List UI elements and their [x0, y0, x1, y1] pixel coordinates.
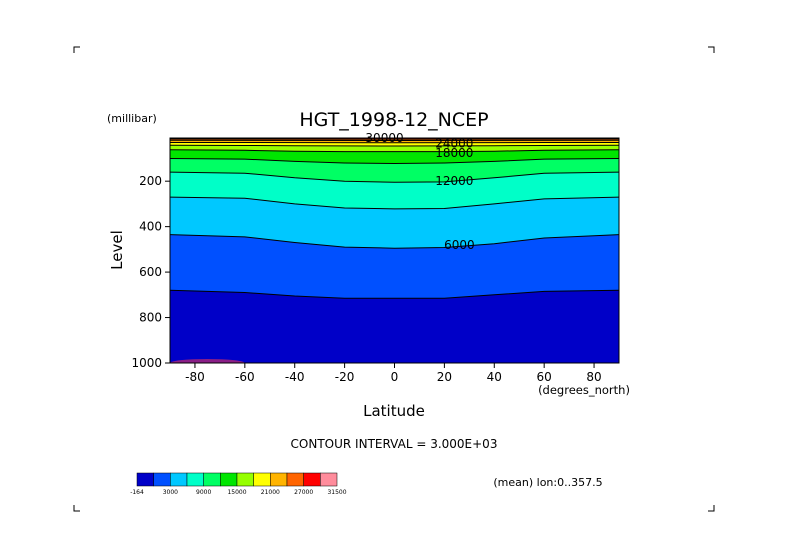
x-axis-label: Latitude — [363, 402, 425, 420]
contour-label-6000: 6000 — [444, 238, 475, 252]
colorbar-swatch — [286, 472, 304, 487]
colorbar-label: 3000 — [163, 489, 178, 496]
x-tick-label: -60 — [235, 370, 255, 384]
colorbar-swatch — [320, 472, 338, 487]
colorbar-swatch — [270, 472, 288, 487]
x-tick-label: 60 — [537, 370, 552, 384]
colorbar-swatch — [203, 472, 221, 487]
colorbar-swatch — [253, 472, 271, 487]
band-3000 — [170, 290, 619, 363]
contour-21000 — [170, 144, 619, 147]
colorbar-swatch — [153, 472, 171, 487]
contour-label-12000: 12000 — [435, 174, 473, 188]
colorbar: -164 3000 9000 15000 21000 27000 31500 — [130, 472, 347, 496]
contour-label-18000: 18000 — [435, 146, 473, 160]
contour-label-24000: 24000 — [435, 137, 473, 151]
colorbar-swatch — [170, 472, 188, 487]
colorbar-swatch — [220, 472, 238, 487]
contour-3000 — [170, 289, 619, 299]
x-axis: -80 -60 -40 -20 0 20 40 60 80 — [185, 363, 602, 384]
x-tick-label: -80 — [185, 370, 205, 384]
plot-area — [170, 138, 619, 363]
y-tick-label: 400 — [139, 220, 162, 234]
x-tick-label: 80 — [586, 370, 601, 384]
x-tick-label: 0 — [391, 370, 399, 384]
corner-marks — [73, 46, 715, 512]
y-tick-label: 600 — [139, 265, 162, 279]
x-tick-label: -20 — [335, 370, 355, 384]
contour-lines — [170, 138, 619, 299]
y-axis-label: Level — [108, 230, 126, 270]
colorbar-swatch — [186, 472, 204, 487]
y-axis: 200 400 600 800 1000 — [131, 174, 170, 370]
colorbar-label: 15000 — [227, 489, 246, 496]
colorbar-swatch — [303, 472, 321, 487]
colorbar-label: -164 — [130, 489, 144, 496]
x-units-label: (degrees_north) — [538, 383, 630, 397]
y-units-label: (millibar) — [107, 112, 157, 125]
colorbar-label: 31500 — [327, 489, 346, 496]
averaging-text: (mean) lon:0..357.5 — [493, 476, 602, 489]
contour-12000 — [170, 171, 619, 183]
colorbar-label: 9000 — [196, 489, 211, 496]
colorbar-label: 27000 — [294, 489, 313, 496]
y-tick-label: 1000 — [131, 356, 162, 370]
x-tick-label: -40 — [285, 370, 305, 384]
contour-interval-text: CONTOUR INTERVAL = 3.000E+03 — [291, 437, 498, 451]
x-tick-label: 40 — [487, 370, 502, 384]
contour-6000 — [170, 234, 619, 249]
colorbar-swatch — [236, 472, 254, 487]
surface-patch — [170, 359, 245, 363]
y-tick-label: 800 — [139, 311, 162, 325]
contour-15000 — [170, 158, 619, 165]
x-tick-label: 20 — [437, 370, 452, 384]
contour-18000 — [170, 149, 619, 153]
y-tick-label: 200 — [139, 174, 162, 188]
colorbar-swatch — [136, 472, 154, 487]
chart-title: HGT_1998-12_NCEP — [299, 109, 488, 131]
contour-9000 — [170, 196, 619, 210]
colorbar-label: 21000 — [261, 489, 280, 496]
